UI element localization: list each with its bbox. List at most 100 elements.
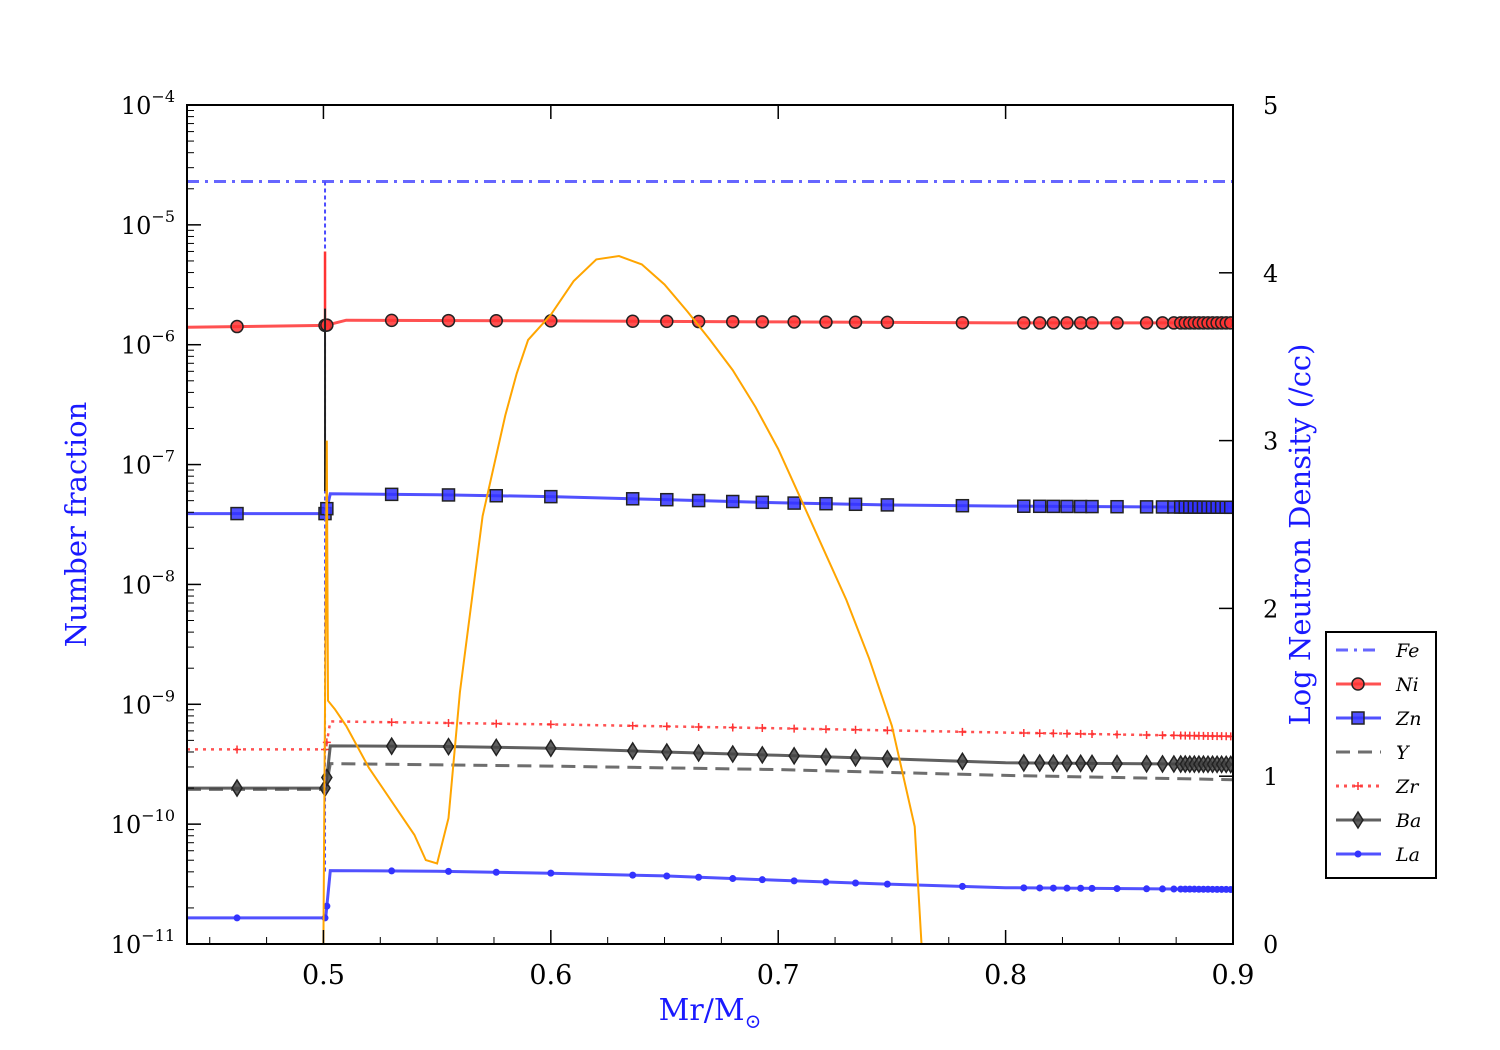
plot-frame	[186, 104, 1234, 945]
data-point-zn	[230, 506, 244, 521]
data-point-ba	[1074, 753, 1087, 773]
data-point-la	[958, 882, 966, 890]
data-point-zn	[1017, 499, 1031, 513]
data-point-zr	[694, 722, 703, 731]
data-point-la	[1227, 885, 1233, 893]
data-point-zr	[1226, 732, 1233, 741]
data-point-zr	[662, 722, 671, 731]
y-tick-label: 10−11	[111, 926, 175, 959]
data-point-ba	[1224, 754, 1233, 774]
data-point-ba	[544, 738, 557, 758]
y2-axis-label: Log Neutron Density (/cc)	[1283, 344, 1317, 726]
series-y	[187, 762, 1233, 791]
data-point-la	[492, 868, 500, 876]
data-point-zn	[1155, 500, 1170, 514]
data-point-zn	[1060, 499, 1074, 514]
data-point-la	[729, 875, 737, 883]
x-axis-ticks: 0.5 0.6 0.7 0.8 0.9	[209, 105, 1254, 991]
data-point-zr	[387, 718, 396, 727]
data-point-ni	[755, 315, 770, 329]
data-point-ni	[1085, 316, 1099, 330]
data-point-zn	[489, 488, 504, 503]
y-tick-label: 10−5	[121, 207, 175, 240]
data-point-ni	[691, 314, 706, 329]
data-point-zn	[1032, 499, 1047, 514]
data-point-ba	[1156, 754, 1169, 774]
data-point-zn	[955, 498, 970, 513]
series-ni	[187, 313, 1233, 334]
legend-label: Zr	[1395, 776, 1420, 798]
data-point-zn	[1110, 499, 1124, 514]
data-point-zr	[851, 725, 860, 734]
data-point-zn	[441, 488, 456, 502]
y-axis-label: Number fraction	[59, 402, 93, 648]
legend-swatch-marker	[1351, 711, 1365, 725]
data-point-zn	[1046, 499, 1061, 514]
legend-label: Fe	[1395, 640, 1419, 662]
data-point-zn	[1085, 499, 1099, 514]
data-point-la	[629, 871, 637, 879]
y-tick-label: 10−8	[121, 566, 175, 599]
series-line-y	[187, 762, 1233, 791]
neutron-density-line	[322, 254, 923, 945]
data-point-ni	[625, 314, 640, 329]
data-point-zn	[1139, 500, 1154, 514]
data-point-la	[1077, 884, 1085, 892]
data-point-zr	[758, 724, 767, 733]
legend-swatch-marker	[1354, 782, 1362, 790]
data-point-la	[883, 880, 891, 888]
data-point-la	[1049, 884, 1057, 892]
data-point-ni	[1139, 316, 1154, 330]
data-point-zn	[880, 498, 895, 512]
data-point-zn	[691, 493, 706, 508]
data-point-ni	[230, 319, 244, 334]
legend-swatch-marker	[1354, 850, 1362, 858]
data-point-ba	[1086, 753, 1098, 773]
data-point-la	[445, 867, 452, 875]
x-tick-label: 0.7	[757, 960, 800, 991]
data-point-ba	[788, 746, 801, 766]
x-tick-label: 0.8	[984, 960, 1027, 991]
plot-content	[187, 180, 1233, 945]
x-axis-label: Mr/M⊙	[659, 993, 762, 1033]
data-point-ba	[442, 737, 455, 757]
y2-tick-label: 0	[1263, 931, 1278, 959]
legend: Fe Ni Zn Y Zr Ba La	[1325, 631, 1437, 879]
data-point-ba	[692, 743, 705, 763]
data-point-ni	[1223, 316, 1233, 330]
data-point-zr	[1113, 730, 1122, 739]
x-tick-label: 0.6	[529, 960, 572, 991]
legend-label: La	[1395, 844, 1420, 866]
data-point-ba	[756, 745, 769, 765]
series-line-ba	[187, 744, 1233, 790]
data-point-la	[695, 873, 703, 881]
data-point-zn	[660, 492, 674, 507]
data-point-ni	[819, 315, 833, 329]
legend-item-la: La	[1336, 844, 1420, 866]
legend-item-fe: Fe	[1336, 640, 1419, 662]
data-point-zr	[1049, 729, 1058, 738]
data-point-zr	[883, 726, 892, 735]
data-point-zr	[546, 720, 555, 729]
data-point-ba	[1033, 753, 1046, 773]
data-point-ba	[385, 736, 398, 756]
data-point-la	[388, 867, 396, 875]
legend-label: Zn	[1395, 708, 1421, 730]
data-point-la	[1088, 884, 1096, 892]
data-point-zr	[628, 721, 637, 730]
data-point-zn	[848, 497, 863, 512]
y2-tick-label: 4	[1263, 260, 1278, 288]
series-zn	[187, 487, 1233, 521]
data-point-zn	[787, 496, 801, 510]
data-point-zr	[444, 718, 453, 727]
legend-swatch-marker	[1351, 677, 1365, 691]
data-point-ba	[820, 747, 832, 767]
data-point-la	[1170, 885, 1178, 893]
data-point-ba	[1061, 753, 1073, 773]
data-point-la	[547, 869, 555, 877]
data-point-la	[852, 879, 860, 887]
data-point-la	[233, 914, 241, 922]
y2-tick-label: 2	[1263, 595, 1278, 623]
data-point-zn	[384, 487, 399, 502]
